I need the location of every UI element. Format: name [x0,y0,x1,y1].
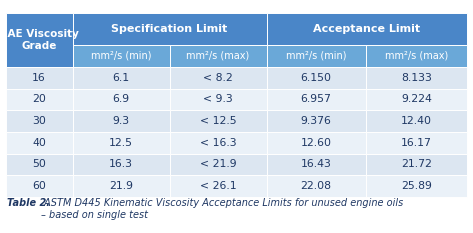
Bar [73,154,169,175]
Text: < 21.9: < 21.9 [200,159,236,169]
Text: 9.376: 9.376 [301,116,332,126]
Bar [366,154,467,175]
Bar [169,110,266,132]
Text: < 16.3: < 16.3 [200,138,236,148]
Text: 22.08: 22.08 [301,181,332,191]
Bar [266,67,366,89]
Text: 6.957: 6.957 [301,94,332,104]
Text: 40: 40 [32,138,46,148]
Text: 21.72: 21.72 [401,159,432,169]
Bar [266,45,366,67]
Bar [6,13,73,67]
Text: 12.5: 12.5 [109,138,133,148]
Bar [366,89,467,110]
Text: mm²/s (min): mm²/s (min) [286,51,346,61]
Text: 16.17: 16.17 [401,138,432,148]
Text: 6.1: 6.1 [113,73,130,83]
Text: < 26.1: < 26.1 [200,181,236,191]
Text: 25.89: 25.89 [401,181,432,191]
Text: < 9.3: < 9.3 [203,94,233,104]
Text: 30: 30 [32,116,46,126]
Text: ASTM D445 Kinematic Viscosity Acceptance Limits for unused engine oils
– based o: ASTM D445 Kinematic Viscosity Acceptance… [41,198,403,220]
Text: 16.3: 16.3 [109,159,133,169]
Bar [73,13,266,45]
Text: mm²/s (max): mm²/s (max) [385,51,448,61]
Bar [169,132,266,154]
Text: 9.224: 9.224 [401,94,432,104]
Bar [6,175,73,197]
Bar [266,13,467,45]
Bar [6,132,73,154]
Bar [6,110,73,132]
Text: SAE Viscosity
Grade: SAE Viscosity Grade [0,29,79,51]
Text: 8.133: 8.133 [401,73,432,83]
Bar [366,45,467,67]
Text: 6.150: 6.150 [301,73,332,83]
Text: 16: 16 [32,73,46,83]
Text: 21.9: 21.9 [109,181,133,191]
Bar [73,45,169,67]
Bar [366,110,467,132]
Bar [366,175,467,197]
Bar [73,175,169,197]
Text: < 8.2: < 8.2 [203,73,233,83]
Text: 60: 60 [32,181,46,191]
Text: 6.9: 6.9 [113,94,130,104]
Bar [6,154,73,175]
Bar [73,89,169,110]
Bar [73,132,169,154]
Bar [366,132,467,154]
Bar [266,175,366,197]
Bar [6,89,73,110]
Bar [266,110,366,132]
Text: 50: 50 [32,159,46,169]
Text: Specification Limit: Specification Limit [112,24,228,34]
Bar [169,89,266,110]
Bar [169,45,266,67]
Bar [73,110,169,132]
Bar [169,154,266,175]
Bar [169,67,266,89]
Text: mm²/s (max): mm²/s (max) [186,51,250,61]
Bar [169,175,266,197]
Text: mm²/s (min): mm²/s (min) [91,51,151,61]
Bar [266,154,366,175]
Bar [6,67,73,89]
Bar [73,67,169,89]
Text: 20: 20 [32,94,46,104]
Text: 9.3: 9.3 [113,116,130,126]
Bar [266,89,366,110]
Text: < 12.5: < 12.5 [200,116,236,126]
Text: Table 2.: Table 2. [7,198,50,208]
Text: 16.43: 16.43 [301,159,332,169]
Text: 12.60: 12.60 [301,138,332,148]
Bar [266,132,366,154]
Text: 12.40: 12.40 [401,116,432,126]
Text: Acceptance Limit: Acceptance Limit [313,24,420,34]
Bar [366,67,467,89]
